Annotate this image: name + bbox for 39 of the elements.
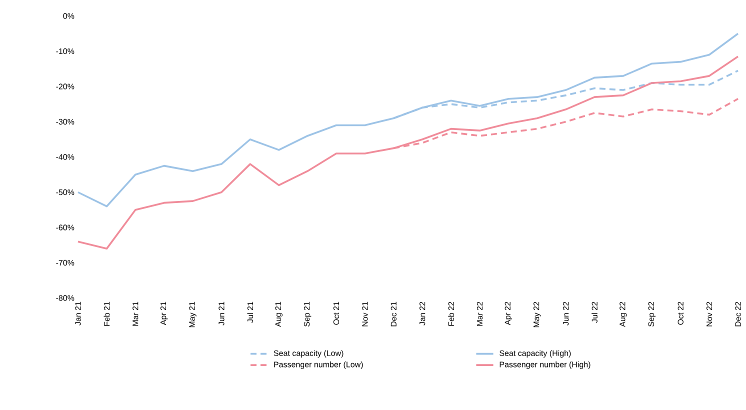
- x-tick-label: Jan 21: [75, 302, 81, 326]
- x-tick-label: Mar 22: [476, 302, 483, 326]
- x-tick-label: Nov 22: [706, 302, 712, 326]
- x-tick-label: Oct 21: [333, 302, 340, 325]
- x-tick-label: Sep 21: [304, 302, 312, 327]
- x-tick-label: Jun 21: [218, 302, 224, 326]
- x-tick-label: Jan 22: [420, 302, 426, 326]
- legend-label: Seat capacity (High): [500, 350, 571, 358]
- x-tick-label: Oct 22: [678, 302, 684, 325]
- x-tick-label: Sep 22: [648, 302, 656, 327]
- legend-label: Seat capacity (Low): [274, 350, 344, 358]
- y-tick-label: -40%: [56, 154, 74, 160]
- line-series: [77, 32, 739, 208]
- x-tick-label: Dec 22: [735, 302, 741, 326]
- x-tick-label: Apr 22: [504, 302, 512, 326]
- legend-label: Passenger number (Low): [274, 361, 363, 369]
- y-tick-label: 0%: [63, 13, 74, 19]
- y-tick-label: -10%: [56, 48, 74, 54]
- y-tick-label: -50%: [56, 189, 74, 196]
- y-tick-label: -60%: [56, 224, 74, 230]
- y-tick-label: -20%: [56, 84, 74, 90]
- x-tick-label: Dec 21: [390, 302, 396, 326]
- x-tick-label: Feb 22: [448, 302, 454, 326]
- x-tick-label: Feb 21: [104, 302, 110, 326]
- y-tick-label: -70%: [56, 260, 74, 266]
- x-tick-label: Jul 21: [247, 302, 254, 323]
- legend-label: Passenger number (High): [500, 361, 590, 369]
- y-tick-label: -30%: [56, 118, 74, 125]
- x-tick-label: Jul 22: [592, 302, 598, 323]
- line-series: [77, 56, 739, 250]
- x-tick-label: Aug 21: [275, 302, 282, 327]
- x-tick-label: Jun 22: [563, 302, 569, 326]
- x-tick-label: Aug 22: [620, 302, 627, 327]
- x-tick-label: Nov 21: [362, 302, 368, 326]
- y-tick-label: -80%: [56, 295, 74, 301]
- x-tick-label: Apr 21: [160, 302, 168, 326]
- x-tick-label: May 21: [189, 302, 196, 328]
- x-tick-label: Mar 21: [132, 302, 138, 326]
- x-tick-label: May 22: [534, 302, 541, 328]
